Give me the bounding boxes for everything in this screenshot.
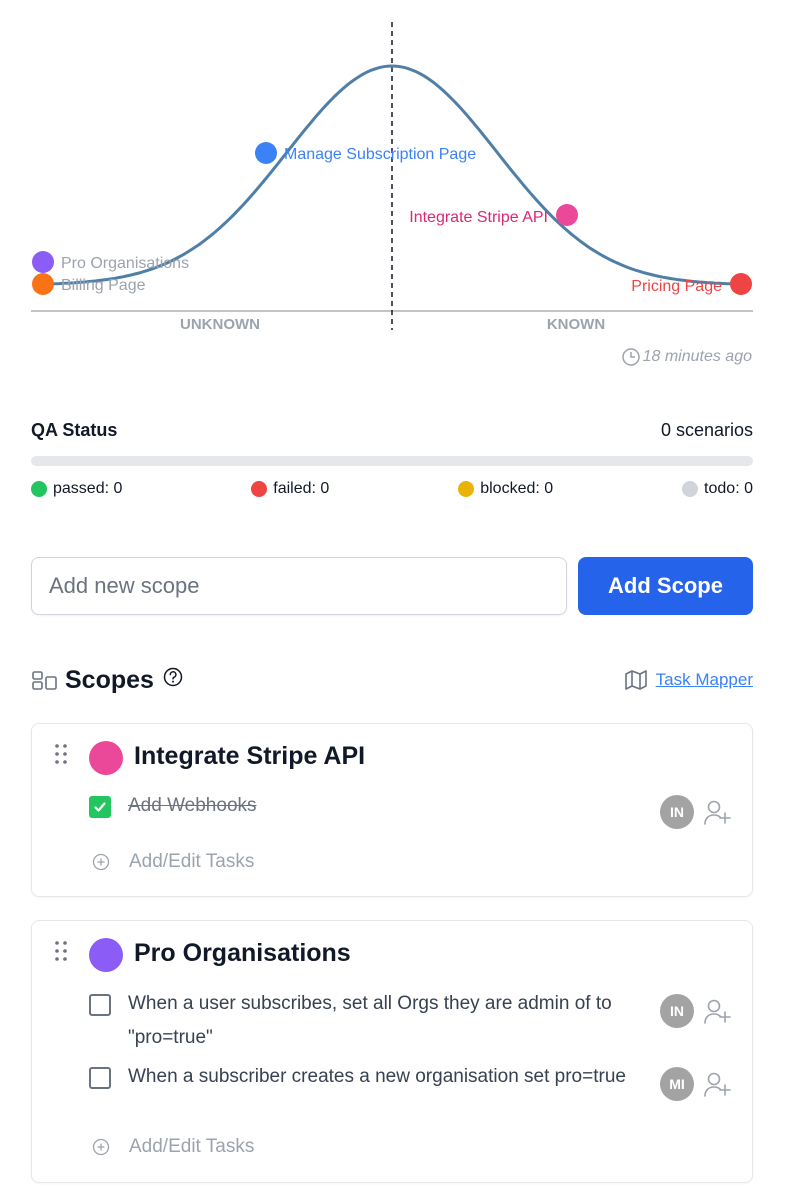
task-text[interactable]: When a subscriber creates a new organisa… — [128, 1066, 626, 1087]
hill-point-label-manage-subscription-page: Manage Subscription Page — [284, 146, 476, 163]
add-edit-tasks-button[interactable]: Add/Edit Tasks — [92, 851, 254, 873]
task-checkbox[interactable] — [89, 1067, 111, 1089]
qa-legend-passed: passed: 0 — [31, 480, 122, 498]
hill-label-known: KNOWN — [547, 316, 605, 333]
task-checkbox[interactable] — [89, 796, 111, 818]
qa-legend: passed: 0 failed: 0 blocked: 0 todo: 0 — [31, 480, 753, 498]
qa-legend-todo: todo: 0 — [682, 480, 753, 498]
add-scope-button[interactable]: Add Scope — [578, 557, 753, 615]
hill-point-label-billing-page: Billing Page — [61, 277, 146, 294]
qa-legend-todo-label: todo: 0 — [704, 480, 753, 497]
todo-dot-icon — [682, 481, 699, 497]
task-mapper-label: Task Mapper — [655, 670, 753, 689]
hill-point-label-pro-organisations: Pro Organisations — [61, 255, 189, 272]
qa-scenario-count: 0 scenarios — [660, 419, 753, 440]
plus-circle-icon — [92, 853, 110, 871]
failed-dot-icon — [251, 481, 268, 497]
scope-title[interactable]: Pro Organisations — [134, 939, 351, 967]
qa-legend-blocked-label: blocked: 0 — [480, 480, 554, 497]
hill-point-billing-page[interactable] — [32, 273, 54, 295]
task-assignee: MI — [660, 1067, 732, 1101]
scope-card-pro-organisations: Pro Organisations When a user subscribes… — [31, 920, 753, 1183]
qa-legend-failed-label: failed: 0 — [273, 480, 330, 497]
avatar[interactable]: MI — [660, 1067, 694, 1101]
add-edit-tasks-label: Add/Edit Tasks — [129, 1136, 255, 1157]
task-item: When a user subscribes, set all Orgs the… — [89, 992, 649, 1055]
task-item: Add Webhooks — [89, 794, 649, 823]
qa-status: QA Status 0 scenarios passed: 0 failed: … — [31, 418, 753, 498]
scopes-title: Scopes — [65, 665, 154, 694]
hill-point-integrate-stripe-api[interactable] — [556, 204, 578, 226]
hill-point-manage-subscription-page[interactable] — [255, 142, 277, 164]
qa-status-title: QA Status — [31, 419, 118, 440]
hill-label-unknown: UNKNOWN — [180, 316, 260, 333]
hill-point-label-pricing-page: Pricing Page — [631, 278, 722, 295]
avatar[interactable]: IN — [660, 994, 694, 1028]
add-edit-tasks-label: Add/Edit Tasks — [129, 851, 255, 872]
qa-legend-failed: failed: 0 — [251, 480, 329, 498]
blocked-dot-icon — [458, 481, 475, 497]
task-checkbox[interactable] — [89, 994, 111, 1016]
scope-card-integrate-stripe-api: Integrate Stripe API Add Webhooks IN Add… — [31, 723, 753, 897]
scope-color-dot — [89, 938, 123, 972]
task-assignee: IN — [660, 795, 732, 829]
last-updated-text: 18 minutes ago — [642, 348, 752, 365]
scope-title[interactable]: Integrate Stripe API — [134, 742, 366, 770]
qa-legend-blocked: blocked: 0 — [458, 480, 553, 498]
hill-point-pro-organisations[interactable] — [32, 251, 54, 273]
scopes-header: Scopes Task Mapper — [31, 663, 753, 697]
task-text[interactable]: Add Webhooks — [128, 795, 257, 816]
drag-handle-icon[interactable] — [54, 743, 68, 765]
add-user-icon[interactable] — [702, 996, 732, 1026]
hill-point-pricing-page[interactable] — [730, 273, 752, 295]
drag-handle-icon[interactable] — [54, 940, 68, 962]
qa-legend-passed-label: passed: 0 — [53, 480, 123, 497]
hill-point-label-integrate-stripe-api: Integrate Stripe API — [409, 209, 548, 226]
avatar[interactable]: IN — [660, 795, 694, 829]
checkmark-icon — [94, 802, 106, 812]
add-scope-input[interactable] — [31, 557, 567, 615]
qa-progress-bar — [31, 456, 753, 466]
plus-circle-icon — [92, 1138, 110, 1156]
help-icon[interactable] — [162, 666, 184, 688]
hill-chart-svg: UNKNOWN KNOWN Pro Organisations Billing … — [31, 22, 753, 333]
task-text[interactable]: When a user subscribes, set all Orgs the… — [128, 993, 612, 1048]
hill-curve — [42, 64, 740, 286]
task-item: When a subscriber creates a new organisa… — [89, 1065, 649, 1094]
hill-chart: UNKNOWN KNOWN Pro Organisations Billing … — [0, 0, 800, 380]
scope-color-dot — [89, 741, 123, 775]
map-icon — [624, 670, 647, 690]
last-updated: 18 minutes ago — [621, 347, 752, 367]
add-user-icon[interactable] — [702, 797, 732, 827]
clock-icon — [621, 348, 640, 366]
task-assignee: IN — [660, 994, 732, 1028]
add-edit-tasks-button[interactable]: Add/Edit Tasks — [92, 1136, 254, 1158]
scopes-layout-icon — [32, 671, 57, 690]
passed-dot-icon — [31, 481, 47, 497]
task-mapper-link[interactable]: Task Mapper — [624, 669, 753, 691]
add-user-icon[interactable] — [702, 1069, 732, 1099]
